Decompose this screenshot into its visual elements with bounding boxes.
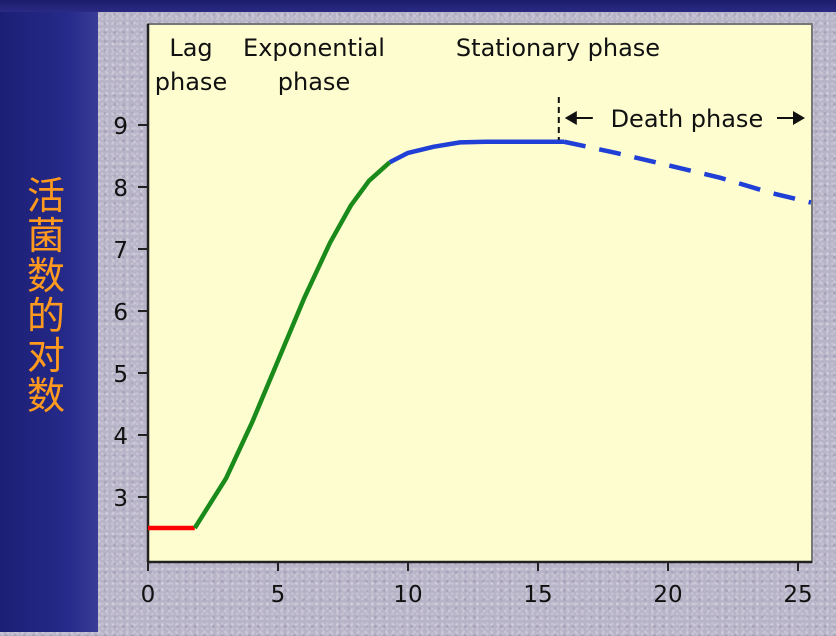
- growth-curve-chart: 0 5 10 15 20 25 3 4 5 6 7 8 9 Lag phase Exponential pha…: [113, 23, 813, 608]
- plot-area: [147, 23, 813, 563]
- series-line-2: [192, 160, 392, 530]
- x-tick-label: 10: [393, 582, 422, 608]
- x-tick-label: 15: [523, 582, 552, 608]
- x-tick-label: 0: [141, 582, 156, 608]
- series-line-4: [563, 139, 812, 205]
- death-arrow-left-head: [564, 111, 577, 125]
- series-line-3: [388, 139, 564, 165]
- y-tick-label: 5: [113, 362, 128, 388]
- chart-panel: 0 5 10 15 20 25 3 4 5 6 7 8 9 Lag phase Exponential pha…: [98, 0, 836, 632]
- phase-label-exponential: Exponential phase: [243, 34, 385, 96]
- x-tick-label: 20: [653, 582, 682, 608]
- x-tick-label: 25: [783, 582, 812, 608]
- y-tick-label: 7: [113, 238, 128, 264]
- y-tick-label: 6: [113, 300, 128, 326]
- x-tick-label: 5: [271, 582, 286, 608]
- death-arrow-right-head: [793, 111, 805, 125]
- y-tick-label: 3: [113, 486, 128, 512]
- y-tick-label: 4: [113, 424, 128, 450]
- slide-title-strip: [0, 0, 836, 12]
- y-tick-label: 8: [113, 176, 128, 202]
- phase-label-stationary: Stationary phase: [456, 34, 660, 62]
- left-side-panel: 活菌数的对数: [0, 0, 98, 632]
- y-tick-label: 9: [113, 114, 128, 140]
- y-axis-label: 活菌数的对数: [26, 174, 65, 418]
- phase-label-death: Death phase: [611, 105, 764, 133]
- phase-label-lag: Lag phase: [155, 34, 227, 96]
